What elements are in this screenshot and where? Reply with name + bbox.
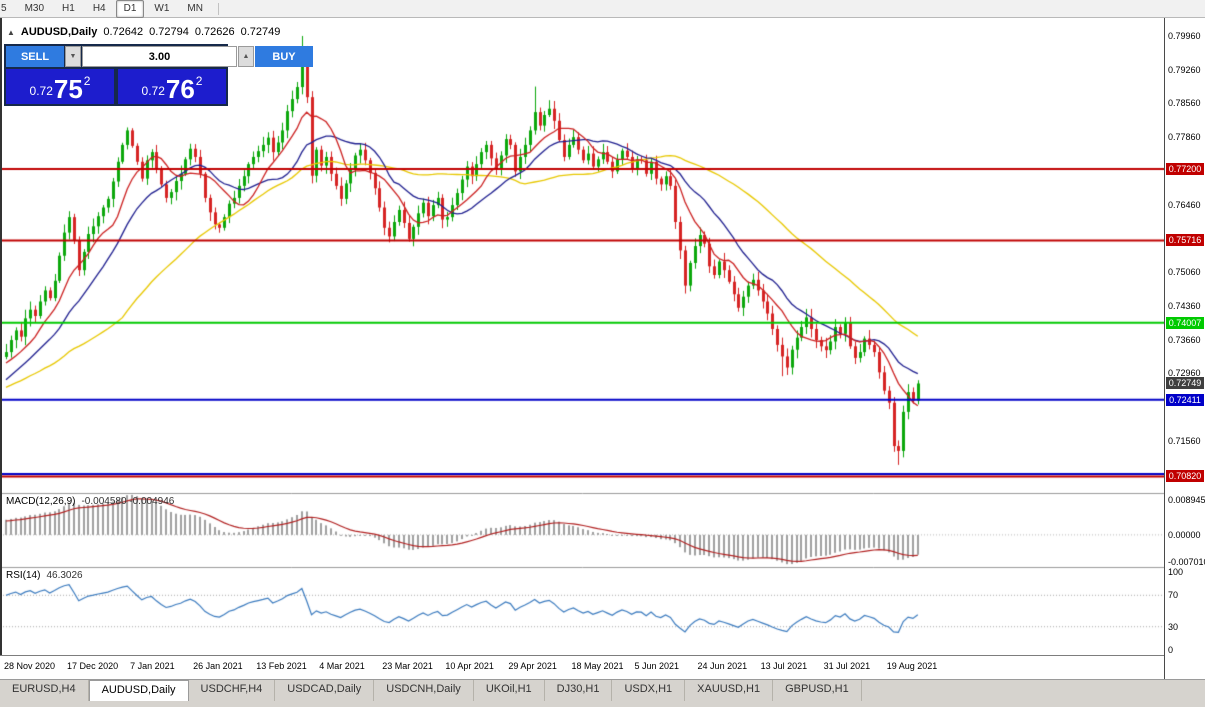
- sell-price-big: 75: [53, 74, 83, 104]
- macd-name: MACD(12,26,9): [6, 496, 76, 507]
- buy-price-sup: 2: [195, 74, 203, 88]
- price-chart-canvas[interactable]: [0, 18, 1165, 655]
- price-axis: 0.79960 0.79260 0.78560 0.77860 0.76460 0.750…: [1164, 18, 1205, 679]
- chart-tab-xauusd[interactable]: XAUUSD,H1: [685, 680, 774, 701]
- timeframe-button-h4[interactable]: H4: [92, 2, 106, 14]
- date-axis-label: 7 Jan 2021: [130, 661, 175, 671]
- buy-price-prefix: 0.72: [141, 84, 165, 98]
- date-axis-label: 17 Dec 2020: [67, 661, 119, 671]
- buy-price-display[interactable]: 0.72 76 2: [118, 69, 226, 104]
- macd-scale-label: -0.007010: [1168, 557, 1205, 568]
- hline-price-tag[interactable]: 0.77200: [1166, 162, 1204, 175]
- date-axis-label: 26 Jan 2021: [193, 661, 243, 671]
- price-axis-label: 0.74360: [1168, 300, 1201, 311]
- ohlc-low: 0.72626: [194, 26, 235, 38]
- date-axis-label: 18 May 2021: [571, 661, 624, 671]
- timeframe-button-d1[interactable]: D1: [115, 0, 145, 18]
- chart-tab-usdx[interactable]: USDX,H1: [612, 680, 686, 701]
- toolbar-separator: [217, 2, 219, 15]
- hline-price-tag[interactable]: 0.70820: [1166, 470, 1204, 483]
- price-axis-label: 0.79960: [1168, 30, 1201, 41]
- price-axis-label: 0.78560: [1168, 98, 1201, 109]
- macd-scale-label: 0.00000: [1168, 529, 1201, 540]
- volume-decrease-button[interactable]: ▼: [65, 46, 81, 67]
- rsi-indicator-label: RSI(14) 46.3026: [6, 570, 83, 581]
- volume-increase-button[interactable]: ▲: [238, 46, 254, 67]
- date-axis-label: 13 Jul 2021: [760, 661, 808, 671]
- date-axis-label: 13 Feb 2021: [256, 661, 307, 671]
- date-axis: 28 Nov 2020 17 Dec 2020 7 Jan 2021 26 Jan 2…: [0, 655, 1164, 679]
- price-axis-label: 0.77860: [1168, 132, 1201, 143]
- timeframe-button-w1[interactable]: W1: [154, 2, 170, 14]
- ohlc-open: 0.72642: [103, 26, 144, 38]
- sell-price-display[interactable]: 0.72 75 2: [6, 69, 114, 104]
- sell-button[interactable]: SELL: [6, 46, 64, 67]
- date-axis-label: 28 Nov 2020: [4, 661, 56, 671]
- date-axis-label: 5 Jun 2021: [634, 661, 680, 671]
- rsi-scale-label: 100: [1168, 567, 1184, 577]
- macd-scale-label: 0.008945: [1168, 495, 1205, 506]
- current-price-tag: 0.72749: [1166, 377, 1204, 390]
- date-axis-label: 23 Mar 2021: [382, 661, 433, 671]
- ohlc-close: 0.72749: [240, 26, 281, 38]
- one-click-panel-toggle-icon[interactable]: ▲: [7, 27, 15, 37]
- timeframe-button-5[interactable]: 5: [1, 2, 7, 14]
- sell-price-sup: 2: [83, 74, 91, 88]
- rsi-scale-label: 0: [1168, 645, 1174, 655]
- buy-button[interactable]: BUY: [255, 46, 313, 67]
- hline-price-tag[interactable]: 0.75716: [1166, 234, 1204, 247]
- hline-price-tag[interactable]: 0.74007: [1166, 316, 1204, 329]
- timeframe-button-m30[interactable]: M30: [24, 2, 45, 14]
- date-axis-label: 31 Jul 2021: [823, 661, 871, 671]
- chart-tab-dj30[interactable]: DJ30,H1: [545, 680, 613, 701]
- one-click-trading-panel: SELL ▼ ▲ BUY 0.72 75 2 0.72 76 2: [4, 44, 313, 106]
- chart-left-border: [0, 18, 2, 679]
- price-axis-label: 0.75060: [1168, 267, 1201, 278]
- chart-tab-audusd[interactable]: AUDUSD,Daily: [88, 680, 189, 701]
- rsi-value: 46.3026: [46, 570, 83, 581]
- timeframe-button-h1[interactable]: H1: [62, 2, 75, 14]
- hline-price-tag[interactable]: 0.72411: [1166, 393, 1204, 406]
- date-axis-label: 19 Aug 2021: [886, 661, 938, 671]
- macd-indicator-label: MACD(12,26,9) -0.004580 -0.004946: [6, 496, 174, 507]
- price-axis-label: 0.73660: [1168, 334, 1201, 345]
- chart-tab-eurusd[interactable]: EURUSD,H4: [0, 680, 89, 701]
- sell-price-prefix: 0.72: [29, 84, 53, 98]
- chart-tab-bar: EURUSD,H4 AUDUSD,Daily USDCHF,H4 USDCAD,Dai…: [0, 679, 1205, 707]
- rsi-scale-label: 30: [1168, 621, 1179, 632]
- buy-price-big: 76: [165, 74, 195, 104]
- price-axis-label: 0.72960: [1168, 368, 1201, 379]
- date-axis-label: 4 Mar 2021: [319, 661, 365, 671]
- chart-symbol-label: AUDUSD,Daily: [20, 26, 98, 38]
- rsi-name: RSI(14): [6, 570, 41, 581]
- chart-tab-ukoil[interactable]: UKOil,H1: [474, 680, 545, 701]
- date-axis-label: 29 Apr 2021: [508, 661, 557, 671]
- price-axis-label: 0.71560: [1168, 435, 1201, 446]
- chart-tab-usdchf[interactable]: USDCHF,H4: [189, 680, 276, 701]
- date-axis-label: 10 Apr 2021: [445, 661, 494, 671]
- chart-tab-usdcnh[interactable]: USDCNH,Daily: [374, 680, 474, 701]
- chart-tab-gbpusd[interactable]: GBPUSD,H1: [773, 680, 862, 701]
- timeframe-button-mn[interactable]: MN: [187, 2, 203, 14]
- ohlc-high: 0.72794: [149, 26, 189, 38]
- chart-title: ▲ AUDUSD,Daily 0.72642 0.72794 0.72626 0…: [7, 26, 280, 38]
- rsi-scale-label: 70: [1168, 590, 1179, 601]
- date-axis-label: 24 Jun 2021: [697, 661, 748, 671]
- price-axis-label: 0.79260: [1168, 64, 1201, 75]
- volume-input[interactable]: [82, 46, 237, 67]
- price-axis-label: 0.76460: [1168, 199, 1201, 210]
- chart-tab-usdcad[interactable]: USDCAD,Daily: [275, 680, 375, 701]
- timeframe-toolbar: 5 M30 H1 H4 D1 W1 MN: [0, 0, 1205, 18]
- macd-values: -0.004580 -0.004946: [81, 496, 175, 507]
